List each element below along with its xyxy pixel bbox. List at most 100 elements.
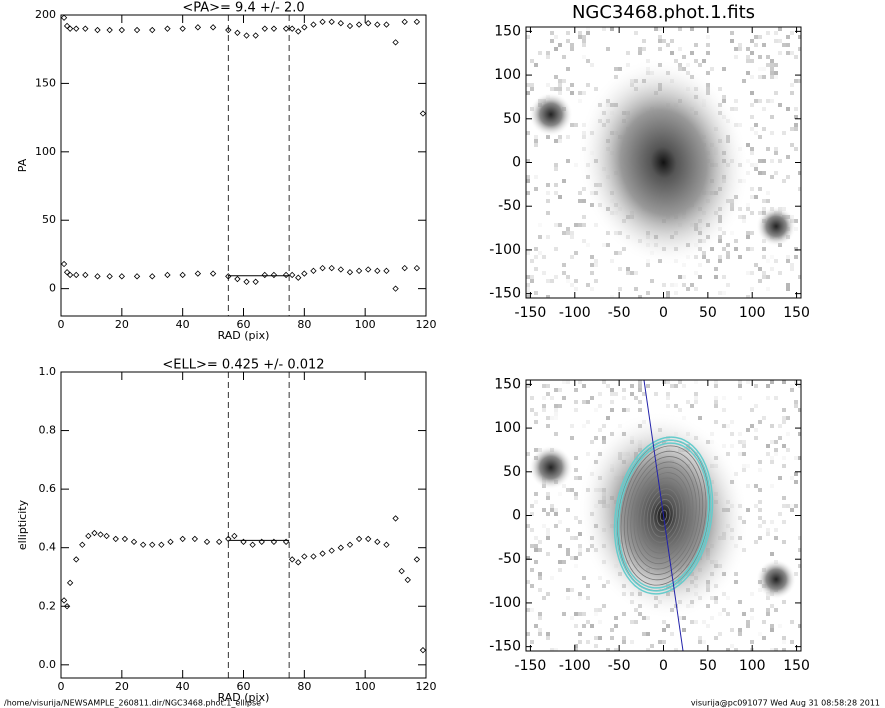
point (301, 24, 308, 31)
noise (770, 484, 774, 488)
noise (674, 404, 678, 408)
noise (798, 624, 801, 628)
noise (750, 231, 754, 235)
point (261, 25, 268, 32)
noise (722, 291, 726, 295)
noise (730, 420, 734, 424)
x-tick-label: -100 (559, 305, 591, 321)
noise (770, 71, 774, 75)
noise (714, 404, 718, 408)
point (392, 285, 399, 292)
noise (750, 127, 754, 131)
noise (546, 211, 550, 215)
noise (526, 179, 530, 183)
x-tick-label: 100 (355, 680, 376, 693)
noise (566, 87, 570, 91)
noise (646, 263, 650, 267)
noise (606, 648, 610, 651)
noise (790, 620, 794, 624)
point (130, 538, 138, 546)
noise (782, 648, 786, 651)
noise (794, 404, 798, 408)
noise (750, 163, 754, 167)
noise (754, 484, 758, 488)
noise (794, 79, 798, 83)
noise (758, 75, 762, 79)
noise (526, 283, 530, 287)
noise (726, 424, 730, 428)
point (337, 266, 344, 273)
noise (534, 560, 538, 564)
noise (766, 199, 770, 203)
noise (610, 295, 614, 298)
noise (582, 624, 586, 628)
isophote (617, 442, 710, 589)
noise (750, 59, 754, 63)
noise (574, 123, 578, 127)
noise (770, 67, 774, 71)
contour (659, 509, 668, 522)
noise (758, 508, 762, 512)
noise (554, 408, 558, 412)
noise (546, 235, 550, 239)
noise (774, 71, 778, 75)
noise (694, 400, 698, 404)
star (528, 445, 573, 490)
galaxy (577, 58, 750, 267)
noise (766, 532, 770, 536)
point (252, 32, 259, 39)
noise (586, 596, 590, 600)
noise (726, 243, 730, 247)
noise (726, 596, 730, 600)
noise (562, 612, 566, 616)
noise (738, 47, 742, 51)
noise (666, 295, 670, 298)
noise (594, 408, 598, 412)
noise (750, 247, 754, 251)
noise (566, 275, 570, 279)
noise (766, 275, 770, 279)
y-tick-label: -100 (489, 595, 521, 611)
noise (534, 500, 538, 504)
noise (554, 87, 558, 91)
noise (678, 380, 682, 384)
noise (610, 636, 614, 640)
noise (570, 283, 574, 287)
noise (566, 39, 570, 43)
noise (730, 31, 734, 35)
point (209, 24, 217, 31)
point (319, 18, 326, 26)
noise (790, 83, 794, 87)
noise (774, 448, 778, 452)
point (225, 273, 232, 280)
x-axis-label: RAD (pix) (218, 329, 270, 342)
noise (530, 528, 534, 532)
noise (562, 179, 566, 183)
noise (786, 448, 790, 452)
noise (534, 255, 538, 259)
noise (718, 291, 722, 295)
noise (746, 203, 750, 207)
noise (770, 460, 774, 464)
noise (578, 31, 582, 35)
noise (642, 392, 646, 396)
noise (786, 287, 790, 291)
noise (562, 55, 566, 59)
noise (730, 231, 734, 235)
noise (546, 295, 550, 298)
point (365, 20, 372, 27)
noise (690, 27, 694, 31)
point (289, 556, 296, 563)
noise (738, 452, 742, 456)
noise (534, 143, 538, 147)
noise (570, 91, 574, 95)
noise (694, 59, 698, 63)
noise (746, 55, 750, 59)
point (270, 25, 278, 32)
noise (554, 416, 558, 420)
noise (738, 628, 742, 632)
noise (658, 35, 662, 39)
noise (750, 408, 754, 412)
noise (558, 492, 562, 496)
noise (566, 596, 570, 600)
